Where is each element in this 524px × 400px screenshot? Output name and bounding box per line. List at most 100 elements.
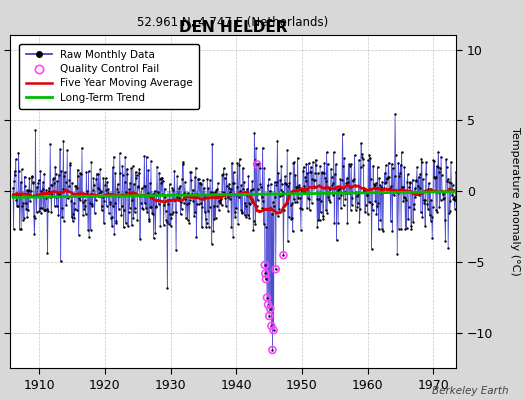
Point (84, 168, 93, 174)
Point (229, 234, 237, 240)
Point (413, 164, 421, 170)
Point (204, 185, 213, 191)
Point (111, 170, 119, 176)
Point (81, 202, 90, 209)
Point (307, 164, 315, 170)
Point (51, 171, 60, 177)
Point (268, 347, 277, 353)
Point (118, 163, 127, 169)
Point (319, 216, 328, 222)
Point (191, 208, 200, 215)
Point (432, 207, 440, 214)
Point (111, 200, 119, 206)
Point (148, 210, 156, 216)
Point (123, 166, 131, 172)
Point (162, 217, 170, 223)
Point (138, 205, 146, 212)
Point (157, 175, 166, 182)
Point (328, 182, 336, 188)
Point (306, 169, 314, 175)
Point (209, 190, 217, 197)
Point (271, 266, 280, 272)
Point (68, 214, 76, 220)
Point (264, 302, 272, 308)
Point (223, 194, 232, 200)
Point (75, 194, 83, 201)
Point (326, 186, 335, 192)
Point (301, 174, 310, 180)
Point (261, 270, 269, 277)
Point (63, 195, 72, 202)
Point (25, 187, 33, 193)
Point (23, 187, 31, 193)
Point (429, 157, 438, 164)
Point (193, 201, 201, 207)
Point (379, 185, 388, 192)
Title: DEN HELDER: DEN HELDER (179, 20, 287, 35)
Point (431, 174, 440, 180)
Point (404, 216, 412, 222)
Point (386, 188, 395, 194)
Point (107, 214, 116, 220)
Point (303, 205, 311, 212)
Point (13, 192, 21, 198)
Point (299, 168, 307, 175)
Point (105, 190, 114, 197)
Point (302, 178, 310, 184)
Point (68, 179, 77, 186)
Point (108, 164, 117, 171)
Point (277, 163, 286, 169)
Point (410, 206, 419, 212)
Point (412, 178, 420, 184)
Point (233, 184, 241, 190)
Point (401, 226, 410, 232)
Point (129, 214, 138, 221)
Point (110, 231, 118, 238)
Point (227, 186, 235, 192)
Point (288, 200, 297, 207)
Point (31, 215, 39, 222)
Point (60, 172, 69, 179)
Point (18, 203, 27, 209)
Point (194, 175, 203, 182)
Point (154, 190, 162, 197)
Point (149, 191, 157, 197)
Point (104, 185, 113, 192)
Point (406, 180, 414, 186)
Point (39, 179, 47, 186)
Point (423, 186, 431, 193)
Point (126, 180, 134, 186)
Point (109, 203, 117, 210)
Point (400, 193, 408, 200)
Point (87, 159, 95, 166)
Point (158, 174, 167, 181)
Point (233, 160, 242, 167)
Point (417, 209, 425, 216)
Point (127, 222, 136, 229)
Point (253, 161, 261, 168)
Point (157, 180, 165, 186)
Point (154, 189, 162, 195)
Point (81, 197, 89, 204)
Point (261, 270, 269, 277)
Point (9, 226, 18, 233)
Point (168, 185, 177, 192)
Point (100, 198, 108, 204)
Point (388, 161, 396, 167)
Point (178, 176, 187, 182)
Point (253, 203, 261, 209)
Point (38, 186, 47, 192)
Point (132, 175, 140, 181)
Point (301, 189, 309, 195)
Point (184, 190, 192, 196)
Point (340, 202, 348, 209)
Point (96, 189, 105, 196)
Point (72, 185, 81, 191)
Point (430, 174, 438, 180)
Point (155, 170, 163, 176)
Point (355, 219, 364, 226)
Point (445, 179, 453, 185)
Point (183, 217, 192, 223)
Point (316, 209, 325, 216)
Point (71, 182, 80, 189)
